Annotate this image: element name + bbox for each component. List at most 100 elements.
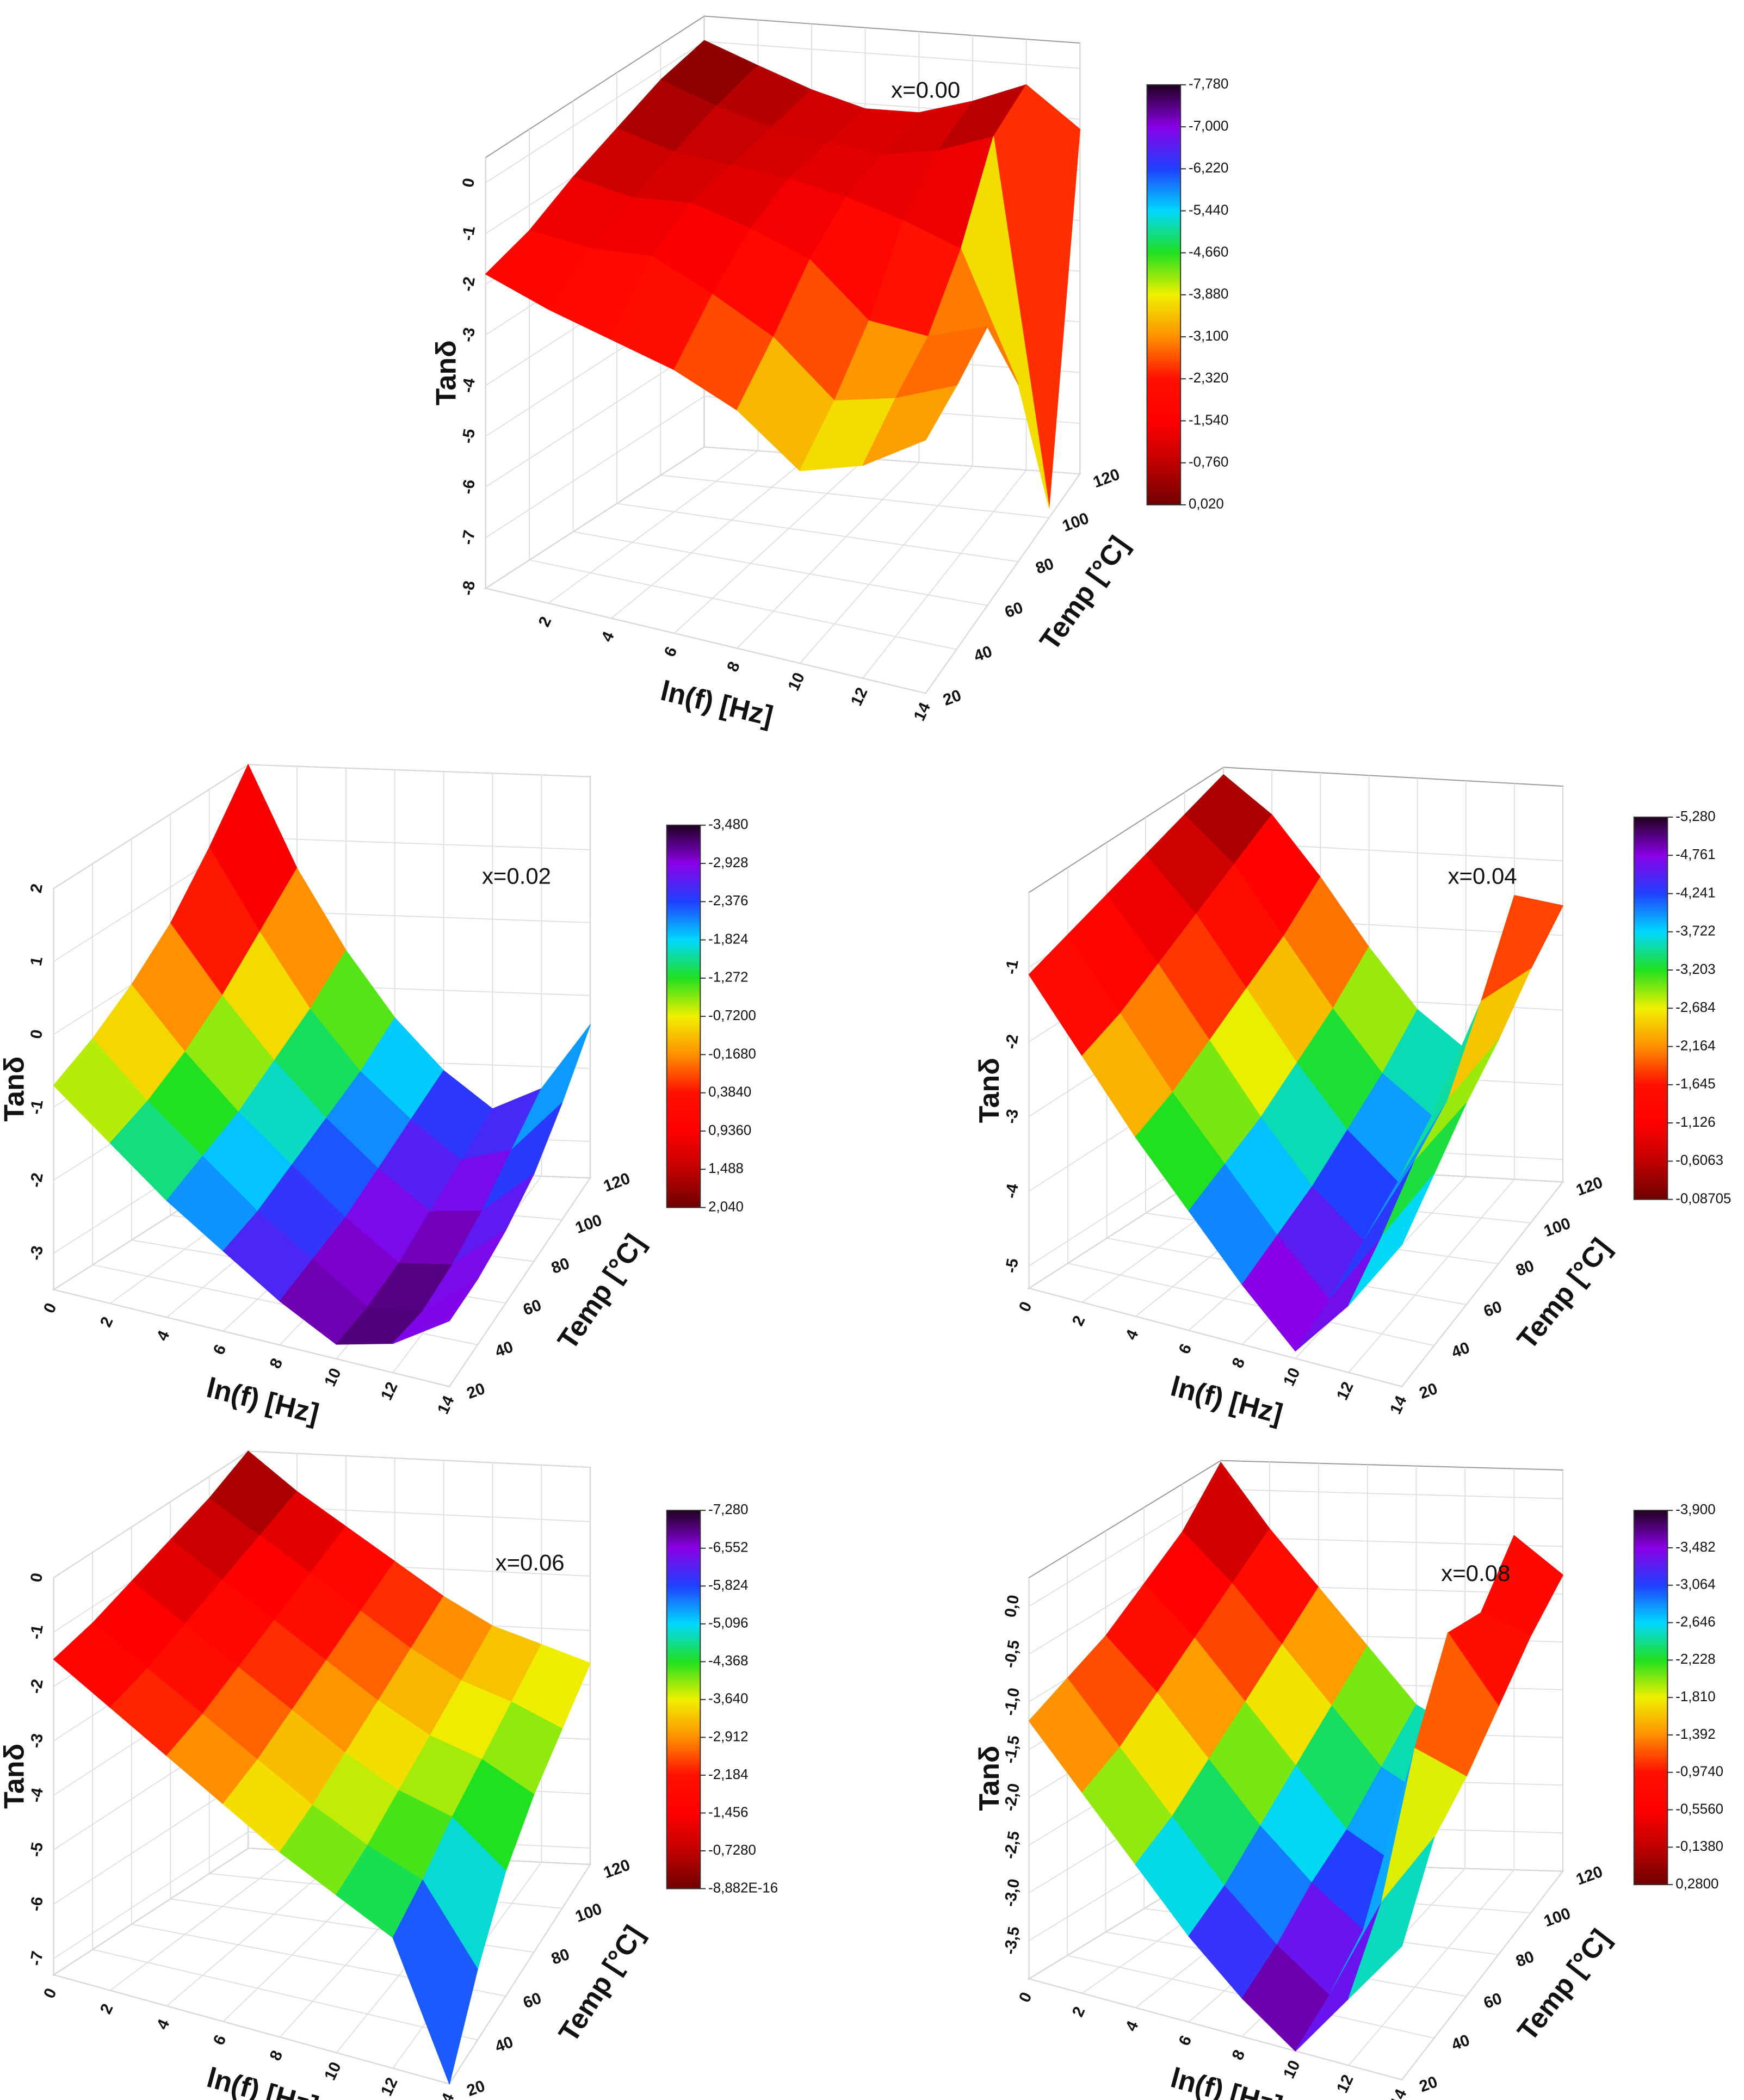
x-tick-label: 8 (267, 1356, 287, 1372)
colorbar-tick-label: -0,1680 (708, 1046, 756, 1061)
y-grid-line (53, 888, 450, 1387)
x-tick-label: 14 (1387, 1393, 1411, 1417)
y-axis-title: Temp [°C] (1511, 1923, 1616, 2047)
y-tick-label: 40 (972, 643, 994, 665)
x-tick-label: 12 (378, 1379, 401, 1403)
y-tick-label: 20 (941, 686, 963, 709)
colorbar-tick-label: -2,684 (1675, 1000, 1715, 1015)
surface-patch (1348, 1837, 1435, 1999)
colorbar-tick-label: -5,096 (708, 1616, 748, 1631)
colorbar-tick-label: -2,376 (708, 893, 748, 909)
colorbar-tick-label: -3,100 (1189, 329, 1228, 344)
z-tick-label: -2 (27, 1171, 47, 1189)
z-tick-label: -1 (459, 225, 479, 242)
colorbar-tick-label: -1,645 (1675, 1077, 1715, 1092)
colorbar-tick-label: -4,241 (1675, 885, 1715, 900)
x-tick-label: 2 (1069, 1313, 1089, 1329)
z-axis-title: Tanδ (0, 1744, 29, 1809)
colorbar-tick-label: -0,1380 (1675, 1839, 1723, 1854)
y-tick-label: 120 (1574, 1863, 1605, 1889)
x-tick-label: 8 (267, 2048, 287, 2064)
z-tick-label: -4 (459, 376, 479, 394)
y-tick-label: 60 (1481, 1990, 1504, 2012)
chart-title: x=0.00 (891, 77, 960, 102)
z-tick-label: -3 (27, 1244, 47, 1262)
colorbar-tick-label: -5,280 (1675, 809, 1715, 824)
surface-patch (1348, 1173, 1435, 1306)
colorbar-tick-label: -7,780 (1189, 77, 1228, 92)
z-tick-label: 1 (27, 955, 46, 967)
y-axis-title: Temp [°C] (1511, 1232, 1617, 1355)
y-tick-label: 20 (1417, 1380, 1440, 1403)
x-tick-label: 10 (321, 1366, 345, 1389)
colorbar (1633, 1510, 1668, 1886)
colorbar-tick-label: -8,882E-16 (708, 1880, 778, 1895)
colorbar (1633, 816, 1668, 1200)
x-tick-label: 6 (210, 1342, 230, 1357)
surface-plot: 210-1-2-30246810121420406080100120ln(f) … (0, 763, 756, 1429)
colorbar-tick-label: -3,880 (1189, 287, 1228, 302)
z-tick-label: -1 (27, 1098, 47, 1116)
x-tick-label: 6 (1176, 2033, 1196, 2048)
y-tick-label: 100 (573, 1900, 604, 1926)
x-tick-label: 10 (784, 670, 808, 694)
y-tick-label: 20 (465, 1380, 487, 1403)
surface-plot: 0 -1 -2 -3 -4 -5 -6 -7 -8 2 4 6 8 10 12 14 20 40 60 8010012… (430, 15, 1228, 732)
z-tick-label: -2,5 (1001, 1830, 1023, 1860)
x-axis-title: ln(f) [Hz] (203, 1372, 322, 1429)
z-tick-label: -1 (1002, 959, 1022, 976)
surface-patch (392, 1278, 478, 1344)
y-tick-label: 100 (1060, 509, 1091, 535)
z-tick-label: -2 (1002, 1033, 1022, 1051)
colorbar-tick-label: -1,272 (708, 970, 748, 985)
x-tick-label: 6 (210, 2032, 230, 2048)
colorbar-tick-label: -3,203 (1675, 962, 1715, 977)
y-tick-label: 120 (1091, 465, 1122, 491)
y-tick-label: 120 (1574, 1173, 1605, 1200)
z-tick-label: -1,0 (1001, 1687, 1023, 1717)
y-tick-label: 40 (1449, 2031, 1472, 2054)
x-axis-title: ln(f) [Hz] (203, 2061, 322, 2100)
x-tick-label: 12 (1333, 1379, 1357, 1403)
z-axis-title: Tanδ (973, 1058, 1005, 1123)
y-tick-label: 120 (601, 1856, 633, 1882)
z-tick-label: -3 (1002, 1108, 1022, 1125)
x-tick-label: 2 (97, 2001, 117, 2017)
z-tick-label: -2 (27, 1678, 47, 1695)
y-tick-label: 40 (1449, 1339, 1472, 1362)
x-grid-line (449, 776, 591, 1387)
z-tick-label: -7 (27, 1950, 47, 1967)
y-tick-label: 80 (549, 1255, 572, 1277)
x-axis-title: ln(f) [Hz] (1167, 1370, 1286, 1430)
z-tick-label: -0,5 (1001, 1639, 1023, 1669)
colorbar-tick-label: -1,456 (708, 1805, 748, 1820)
z-tick-label: -3 (27, 1732, 47, 1750)
colorbar (1146, 84, 1182, 505)
x-tick-label: 8 (723, 659, 744, 675)
y-tick-label: 40 (493, 2033, 516, 2056)
colorbar-tick-label: -4,761 (1675, 847, 1715, 862)
z-axis-title: Tanδ (973, 1746, 1005, 1811)
y-axis-title: Temp [°C] (1034, 530, 1135, 656)
x-tick-label: 12 (378, 2075, 401, 2099)
x-tick-label: 8 (1228, 1355, 1248, 1371)
z-axis-title: Tanδ (0, 1057, 29, 1122)
y-grid-line (53, 1577, 450, 2085)
x-tick-label: 2 (535, 614, 555, 629)
z-tick-label: 0 (459, 177, 478, 189)
y-tick-label: 60 (1481, 1298, 1504, 1320)
x-tick-label: 4 (153, 2016, 174, 2032)
y-tick-label: 60 (1003, 598, 1025, 621)
z-tick-label: 2 (27, 882, 46, 894)
z-tick-label: -1 (27, 1623, 47, 1641)
colorbar-tick-label: -3,482 (1675, 1540, 1715, 1555)
y-tick-label: 80 (1513, 1948, 1536, 1971)
y-grid-line (1028, 1577, 1402, 2080)
z-tick-label: -4 (1002, 1182, 1022, 1200)
z-tick-label: -5 (27, 1841, 47, 1858)
x-tick-label: 10 (321, 2059, 345, 2083)
colorbar-tick-label: -3,900 (1675, 1502, 1715, 1517)
colorbar-tick-label: -2,912 (708, 1729, 748, 1744)
